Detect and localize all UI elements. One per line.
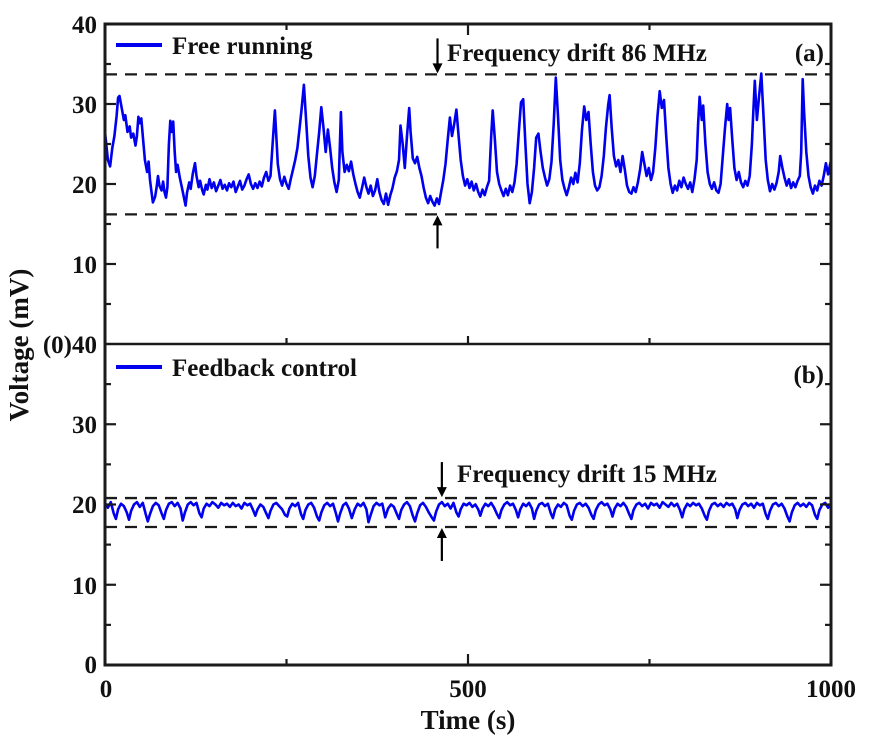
y-tick-label-b-20: 20 — [72, 492, 97, 519]
x-tick-label-1000: 1000 — [806, 676, 856, 703]
panel-label-b: (b) — [793, 362, 824, 389]
annotation-drift-b: Frequency drift 15 MHz — [457, 461, 717, 488]
y-axis-title: Voltage (mV) — [4, 269, 34, 422]
x-tick-label-500: 500 — [449, 676, 487, 703]
y-tick-label-a-10: 10 — [72, 252, 97, 279]
y-tick-label-a-40: 40 — [72, 12, 97, 39]
annotation-drift-a: Frequency drift 86 MHz — [447, 40, 707, 67]
panel-label-a: (a) — [795, 40, 824, 67]
chart-underlayer — [103, 72, 833, 529]
y-tick-label-a-20: 20 — [72, 172, 97, 199]
drift-arrow-up-head-a — [432, 215, 443, 226]
legend-b: Feedback control — [116, 355, 357, 382]
y-tick-label-b-30: 30 — [72, 412, 97, 439]
legend-a: Free running — [116, 33, 313, 60]
drift-arrow-down-head-a — [432, 63, 443, 74]
trace-a — [103, 72, 833, 207]
y-tick-label-boundary: (0)40 — [43, 332, 97, 359]
legend-a-label: Free running — [172, 33, 313, 60]
y-tick-label-b-0: 0 — [85, 652, 98, 679]
x-tick-label-0: 0 — [100, 676, 113, 703]
x-axis-title: Time (s) — [421, 705, 516, 735]
y-tick-label-b-10: 10 — [72, 573, 97, 600]
y-tick-label-a-30: 30 — [72, 92, 97, 119]
chart-overlayer — [105, 24, 831, 665]
legend-b-label: Feedback control — [172, 355, 357, 382]
drift-arrow-down-head-b — [436, 487, 447, 498]
drift-arrow-up-head-b — [436, 527, 447, 538]
trace-b — [103, 500, 833, 524]
